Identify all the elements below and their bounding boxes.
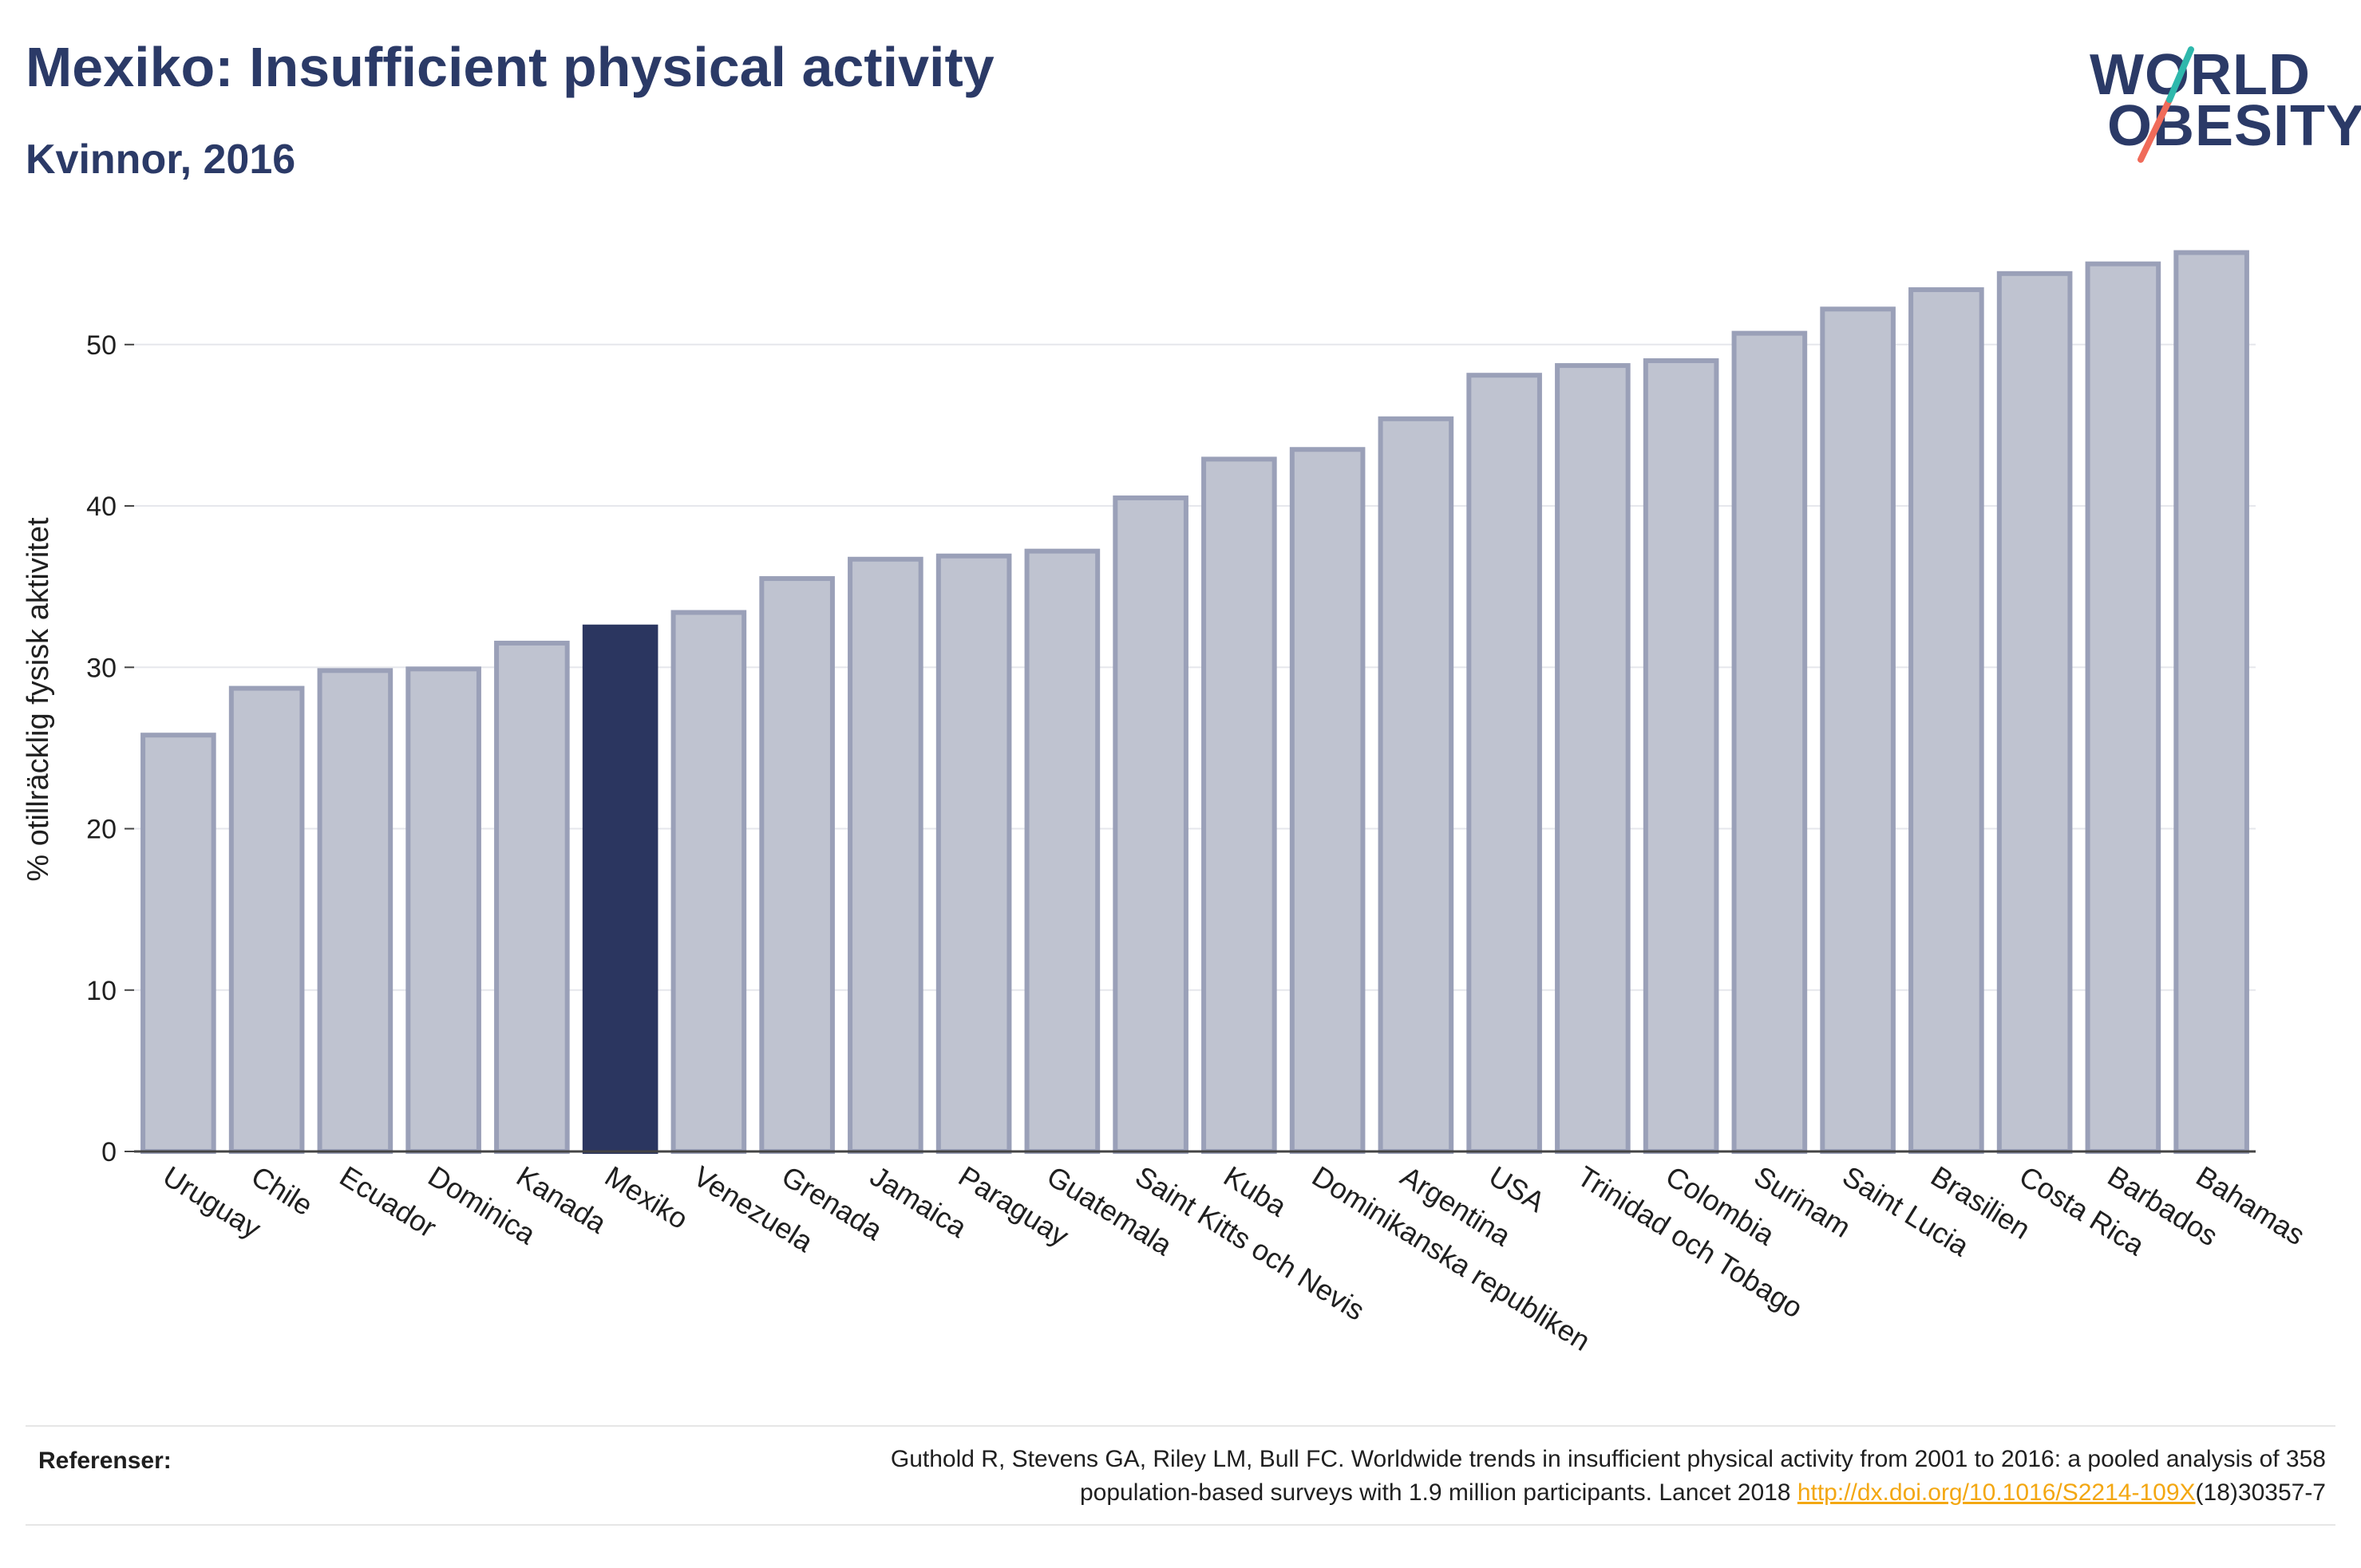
bar (1378, 416, 1454, 1154)
bar (1113, 495, 1188, 1154)
y-tick-label: 0 (101, 1137, 117, 1167)
bar (1908, 287, 1984, 1155)
footer-divider-top (26, 1425, 2335, 1427)
y-axis-label: % otillräcklig fysisk aktivitet (22, 517, 55, 882)
bar (759, 576, 835, 1154)
reference-line-2-end: (18)30357-7 (2195, 1479, 2326, 1506)
bar (317, 668, 394, 1154)
chart-subtitle: Kvinnor, 2016 (26, 136, 296, 183)
y-tick-label: 30 (86, 653, 117, 683)
references-text: Guthold R, Stevens GA, Riley LM, Bull FC… (426, 1443, 2326, 1510)
x-tick-label: Uruguay (157, 1159, 267, 1245)
y-tick-label: 10 (86, 976, 117, 1006)
gridlines (134, 343, 2256, 991)
bar (1201, 456, 1277, 1154)
bar (1731, 330, 1808, 1154)
bar (2085, 261, 2161, 1155)
chart-title: Mexiko: Insufficient physical activity (26, 36, 995, 98)
bar (1643, 358, 1719, 1155)
reference-line-1: Guthold R, Stevens GA, Riley LM, Bull FC… (890, 1446, 2326, 1472)
y-tick-label: 20 (86, 815, 117, 845)
x-tick-label: Jamaica (864, 1159, 973, 1244)
x-tick-label: Mexiko (599, 1159, 694, 1235)
bars (140, 250, 2249, 1155)
bar (1289, 447, 1366, 1154)
bar (228, 685, 305, 1154)
reference-doi-link[interactable]: http://dx.doi.org/10.1016/S2214-109X (1797, 1479, 2196, 1506)
logo-line-1: WORLD (2090, 43, 2311, 107)
y-tick-label: 40 (86, 492, 117, 522)
logo-slash-icon (2138, 46, 2194, 163)
bar (582, 624, 658, 1154)
references-label: Referenser: (38, 1448, 172, 1474)
bar (848, 556, 923, 1154)
bar (1820, 306, 1896, 1154)
bar (2173, 250, 2249, 1154)
reference-line-2: population-based surveys with 1.9 millio… (1079, 1479, 1797, 1506)
bar (670, 610, 747, 1154)
bar (1555, 363, 1631, 1154)
footer-divider-bottom (26, 1524, 2335, 1526)
bar (1024, 548, 1101, 1154)
bar (405, 666, 481, 1154)
bar (494, 640, 570, 1154)
y-tick-label: 50 (86, 330, 117, 361)
x-tick-label: Ecuador (334, 1159, 442, 1244)
world-obesity-logo: WORLD OBESITY (2075, 32, 2361, 172)
bar (1466, 373, 1542, 1154)
bar (935, 553, 1012, 1154)
bar (140, 733, 216, 1154)
bar (1996, 271, 2073, 1154)
